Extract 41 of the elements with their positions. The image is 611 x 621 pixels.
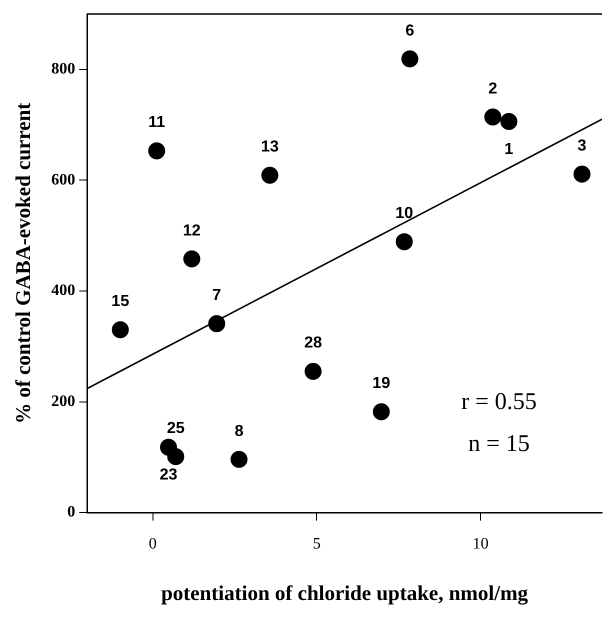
- point: [112, 321, 129, 338]
- y-tick-label: 800: [51, 60, 76, 78]
- x-tick-label: 0: [148, 535, 157, 552]
- point: [500, 112, 518, 130]
- y-tick-label: 0: [67, 504, 76, 521]
- point: [261, 166, 278, 184]
- point: [372, 403, 390, 420]
- annotation: 15: [111, 293, 130, 310]
- point: [148, 142, 166, 160]
- point: [230, 450, 248, 468]
- point: [401, 50, 418, 68]
- x-tick-label: 10: [472, 535, 489, 552]
- point: [167, 448, 184, 466]
- annotation: n = 15: [468, 431, 530, 458]
- annotation: 6: [405, 22, 414, 40]
- x-tick-label: 5: [312, 535, 321, 552]
- point: [484, 108, 502, 126]
- x-axis-title: potentiation of chloride uptake, nmol/mg: [161, 580, 529, 605]
- point: [574, 166, 590, 183]
- annotation: 28: [304, 334, 322, 352]
- annotation: 7: [212, 287, 222, 304]
- annotation: 1: [504, 140, 514, 158]
- annotation: 23: [160, 466, 178, 484]
- annotation: 13: [260, 138, 279, 156]
- annotation: 12: [182, 222, 201, 240]
- annotation: 19: [372, 375, 390, 392]
- y-tick-label: 600: [51, 171, 76, 188]
- y-tick-label: 400: [51, 282, 76, 300]
- annotation: 10: [395, 205, 414, 222]
- annotation: 25: [166, 420, 185, 438]
- annotation: r = 0.55: [461, 389, 537, 416]
- point: [183, 250, 200, 268]
- point: [304, 362, 322, 380]
- annotation: 8: [234, 422, 244, 440]
- annotation: 3: [578, 138, 587, 155]
- y-axis-title: % of control GABA-evoked current: [11, 102, 36, 424]
- point: [208, 315, 226, 332]
- annotation: 11: [148, 114, 166, 132]
- annotation: 2: [488, 80, 498, 98]
- y-tick-label: 200: [51, 392, 76, 410]
- point: [396, 233, 413, 250]
